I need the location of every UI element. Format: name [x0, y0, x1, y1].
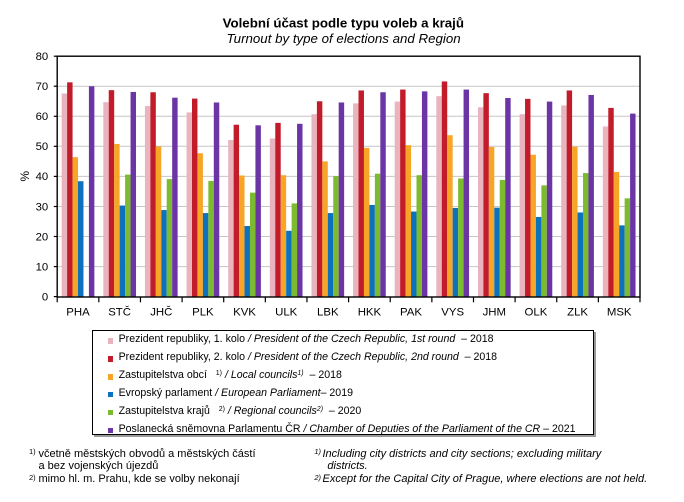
- svg-text:60: 60: [36, 111, 49, 123]
- svg-text:LBK: LBK: [317, 306, 339, 318]
- svg-text:ZLK: ZLK: [567, 306, 588, 318]
- svg-text:0: 0: [42, 291, 48, 303]
- svg-text:%: %: [18, 171, 32, 182]
- svg-text:Turnout by type of elections a: Turnout by type of elections and Region: [227, 31, 461, 46]
- svg-text:MSK: MSK: [607, 306, 632, 318]
- svg-text:80: 80: [36, 51, 49, 63]
- svg-text:ULK: ULK: [275, 306, 298, 318]
- svg-text:PLK: PLK: [192, 306, 214, 318]
- svg-text:70: 70: [36, 81, 49, 93]
- svg-text:HKK: HKK: [358, 306, 382, 318]
- svg-text:KVK: KVK: [233, 306, 256, 318]
- svg-text:Volební účast podle typu voleb: Volební účast podle typu voleb a krajů: [223, 15, 464, 30]
- svg-text:STČ: STČ: [108, 305, 131, 318]
- svg-text:40: 40: [36, 171, 49, 183]
- svg-text:PAK: PAK: [400, 306, 422, 318]
- svg-text:20: 20: [36, 231, 49, 243]
- svg-text:OLK: OLK: [525, 306, 548, 318]
- svg-text:PHA: PHA: [66, 306, 90, 318]
- svg-text:30: 30: [36, 201, 49, 213]
- svg-text:JHČ: JHČ: [150, 305, 172, 318]
- svg-text:50: 50: [36, 141, 49, 153]
- svg-text:10: 10: [36, 261, 49, 273]
- svg-text:VYS: VYS: [441, 306, 464, 318]
- svg-text:JHM: JHM: [483, 306, 506, 318]
